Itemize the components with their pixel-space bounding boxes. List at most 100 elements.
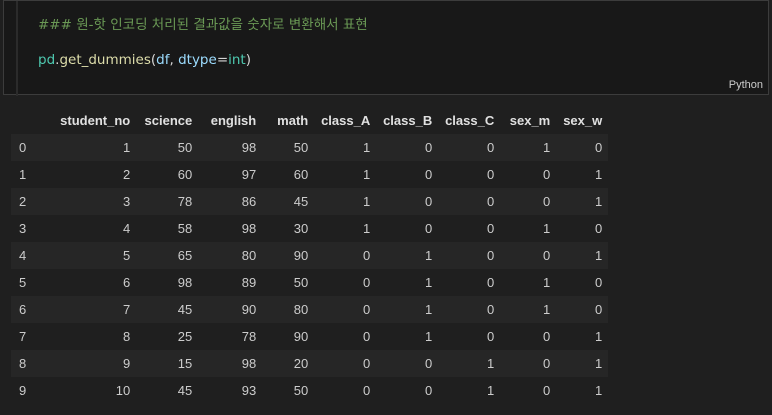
table-cell: 0 (543, 167, 551, 182)
code-token-close-paren: ) (245, 52, 252, 68)
column-header-class-b: class_B (383, 112, 433, 128)
table-cell: 1 (543, 140, 551, 155)
table-cell: 0 (543, 383, 551, 398)
table-cell: 86 (241, 194, 257, 209)
table-header-row: student_no science english math class_A … (11, 106, 609, 134)
table-cell: 0 (425, 356, 433, 371)
dataframe-table: student_no science english math class_A … (11, 106, 609, 404)
index-header (11, 106, 46, 134)
cell-output: student_no science english math class_A … (11, 106, 609, 404)
table-cell: 0 (595, 221, 603, 236)
table-cell: 1 (363, 194, 371, 209)
row-index-cell: 9 (19, 383, 27, 398)
table-row: 8 9 15 98 20 0 0 1 0 1 (11, 350, 609, 377)
table-row: 5 6 98 89 50 0 1 0 1 0 (11, 269, 609, 296)
table-cell: 1 (425, 275, 433, 290)
table-cell: 0 (487, 248, 495, 263)
table-cell: 6 (123, 275, 131, 290)
table-row: 0 1 50 98 50 1 0 0 1 0 (11, 134, 609, 161)
table-cell: 0 (595, 302, 603, 317)
table-cell: 0 (425, 383, 433, 398)
table-cell: 0 (363, 329, 371, 344)
table-cell: 98 (241, 356, 257, 371)
table-row: 9 10 45 93 50 0 0 1 0 1 (11, 377, 609, 404)
table-cell: 9 (123, 356, 131, 371)
row-index-cell: 7 (19, 329, 27, 344)
table-cell: 1 (425, 302, 433, 317)
table-cell: 50 (293, 275, 309, 290)
row-index-cell: 2 (19, 194, 27, 209)
table-cell: 1 (363, 167, 371, 182)
code-token-dot: . (55, 52, 60, 68)
table-cell: 0 (595, 140, 603, 155)
code-token-arg: df (156, 52, 170, 68)
table-cell: 80 (293, 302, 309, 317)
table-cell: 50 (177, 140, 193, 155)
table-cell: 58 (177, 221, 193, 236)
code-cell-editor[interactable]: ### 원-핫 인코딩 처리된 결과값을 숫자로 변환해서 표현 pd.get_… (3, 0, 769, 96)
table-cell: 78 (241, 329, 257, 344)
code-token-function: get_dummies (59, 52, 151, 68)
table-cell: 90 (241, 302, 257, 317)
column-header-student-no: student_no (60, 112, 131, 128)
code-token-comma: , (169, 52, 179, 68)
table-cell: 1 (425, 329, 433, 344)
table-cell: 89 (241, 275, 257, 290)
table-cell: 50 (293, 140, 309, 155)
table-row: 1 2 60 97 60 1 0 0 0 1 (11, 161, 609, 188)
column-header-class-c: class_C (445, 112, 495, 128)
code-token-module: pd (38, 52, 56, 68)
table-cell: 97 (241, 167, 257, 182)
table-cell: 0 (487, 167, 495, 182)
table-cell: 98 (241, 140, 257, 155)
table-cell: 1 (595, 356, 603, 371)
table-cell: 3 (123, 194, 131, 209)
table-cell: 1 (487, 383, 495, 398)
cell-focus-bar (16, 1, 18, 96)
table-cell: 0 (595, 275, 603, 290)
table-cell: 15 (177, 356, 193, 371)
table-cell: 60 (177, 167, 193, 182)
table-cell: 1 (425, 248, 433, 263)
table-body: 0 1 50 98 50 1 0 0 1 0 1 2 60 97 60 1 0 0 0 1 2 3 78 86 45 1 0 0 0 1 3… (11, 134, 609, 404)
row-index-cell: 4 (19, 248, 27, 263)
column-header-math: math (277, 112, 309, 128)
table-cell: 0 (487, 329, 495, 344)
table-cell: 93 (241, 383, 257, 398)
row-index-cell: 3 (19, 221, 27, 236)
table-cell: 4 (123, 221, 131, 236)
code-token-open-paren: ( (150, 52, 157, 68)
table-cell: 1 (595, 329, 603, 344)
table-row: 4 5 65 80 90 0 1 0 0 1 (11, 242, 609, 269)
column-header-english: english (210, 112, 257, 128)
table-cell: 0 (487, 194, 495, 209)
table-cell: 98 (177, 275, 193, 290)
table-cell: 7 (123, 302, 131, 317)
code-token-equals: = (216, 52, 229, 68)
table-cell: 8 (123, 329, 131, 344)
table-cell: 0 (543, 329, 551, 344)
table-cell: 50 (293, 383, 309, 398)
table-cell: 0 (543, 356, 551, 371)
table-cell: 1 (487, 356, 495, 371)
table-cell: 20 (293, 356, 309, 371)
column-header-class-a: class_A (321, 112, 371, 128)
row-index-cell: 8 (19, 356, 27, 371)
table-cell: 0 (425, 167, 433, 182)
table-cell: 1 (363, 221, 371, 236)
table-row: 7 8 25 78 90 0 1 0 0 1 (11, 323, 609, 350)
table-cell: 0 (425, 194, 433, 209)
table-row: 2 3 78 86 45 1 0 0 0 1 (11, 188, 609, 215)
table-cell: 0 (487, 275, 495, 290)
table-cell: 1 (123, 140, 131, 155)
table-cell: 1 (363, 140, 371, 155)
table-cell: 1 (595, 194, 603, 209)
table-cell: 30 (293, 221, 309, 236)
table-row: 6 7 45 90 80 0 1 0 1 0 (11, 296, 609, 323)
table-cell: 2 (123, 167, 131, 182)
column-header-sex-w: sex_w (563, 112, 603, 128)
code-token-param: dtype (178, 52, 217, 68)
code-statement-line: pd.get_dummies(df, dtype=int) (38, 52, 251, 68)
table-cell: 60 (293, 167, 309, 182)
cell-language-label[interactable]: Python (728, 79, 763, 91)
